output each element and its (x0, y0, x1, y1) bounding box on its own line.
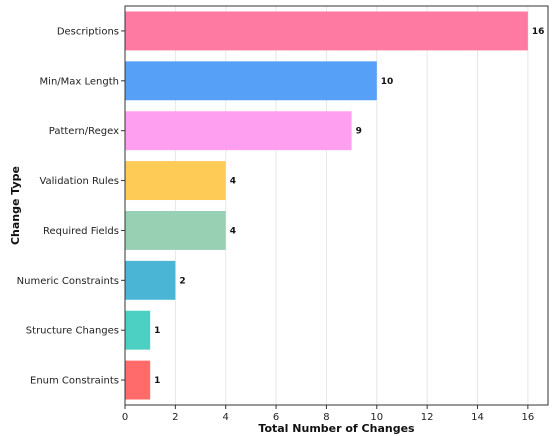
bar (125, 360, 151, 400)
bar (125, 210, 226, 250)
bar (125, 260, 176, 300)
category-label: Pattern/Regex (49, 126, 119, 137)
bar (125, 11, 528, 51)
category-label: Numeric Constraints (17, 276, 119, 287)
category-label: Validation Rules (39, 176, 119, 187)
bar (125, 310, 151, 350)
x-tick-label: 12 (421, 412, 434, 423)
bars (125, 11, 528, 400)
bar-value-label: 4 (230, 226, 236, 236)
x-tick-label: 8 (323, 412, 329, 423)
category-label: Structure Changes (26, 326, 119, 337)
bar (125, 61, 377, 101)
category-label: Descriptions (57, 26, 119, 37)
x-axis-title: Total Number of Changes (258, 422, 415, 435)
bar-value-label: 1 (154, 326, 160, 336)
x-tick-label: 2 (172, 412, 178, 423)
x-tick-label: 14 (471, 412, 484, 423)
bar-value-label: 16 (532, 27, 545, 37)
x-tick-label: 0 (122, 412, 128, 423)
category-labels: Descriptions Min/Max Length Pattern/Regex V… (17, 26, 125, 387)
bar-value-label: 2 (179, 276, 185, 286)
bar-value-label: 10 (381, 77, 394, 87)
plot-frame (124, 5, 549, 406)
bar-value-label: 4 (230, 177, 236, 187)
x-tick-label: 4 (223, 412, 229, 423)
y-axis-title: Change Type (9, 166, 22, 245)
x-tick-label: 16 (521, 412, 534, 423)
bar-value-label: 9 (356, 127, 362, 137)
bar (125, 161, 226, 201)
category-label: Min/Max Length (40, 76, 119, 87)
x-tick-label: 6 (273, 412, 279, 423)
value-labels: 16 10 9 4 4 2 1 1 (154, 27, 544, 386)
x-ticks: 0 2 4 6 8 10 12 14 16 (122, 405, 534, 423)
x-tick-label: 10 (370, 412, 383, 423)
bar (125, 111, 352, 151)
bar-value-label: 1 (154, 376, 160, 386)
category-label: Enum Constraints (30, 376, 119, 387)
category-label: Required Fields (43, 226, 119, 237)
